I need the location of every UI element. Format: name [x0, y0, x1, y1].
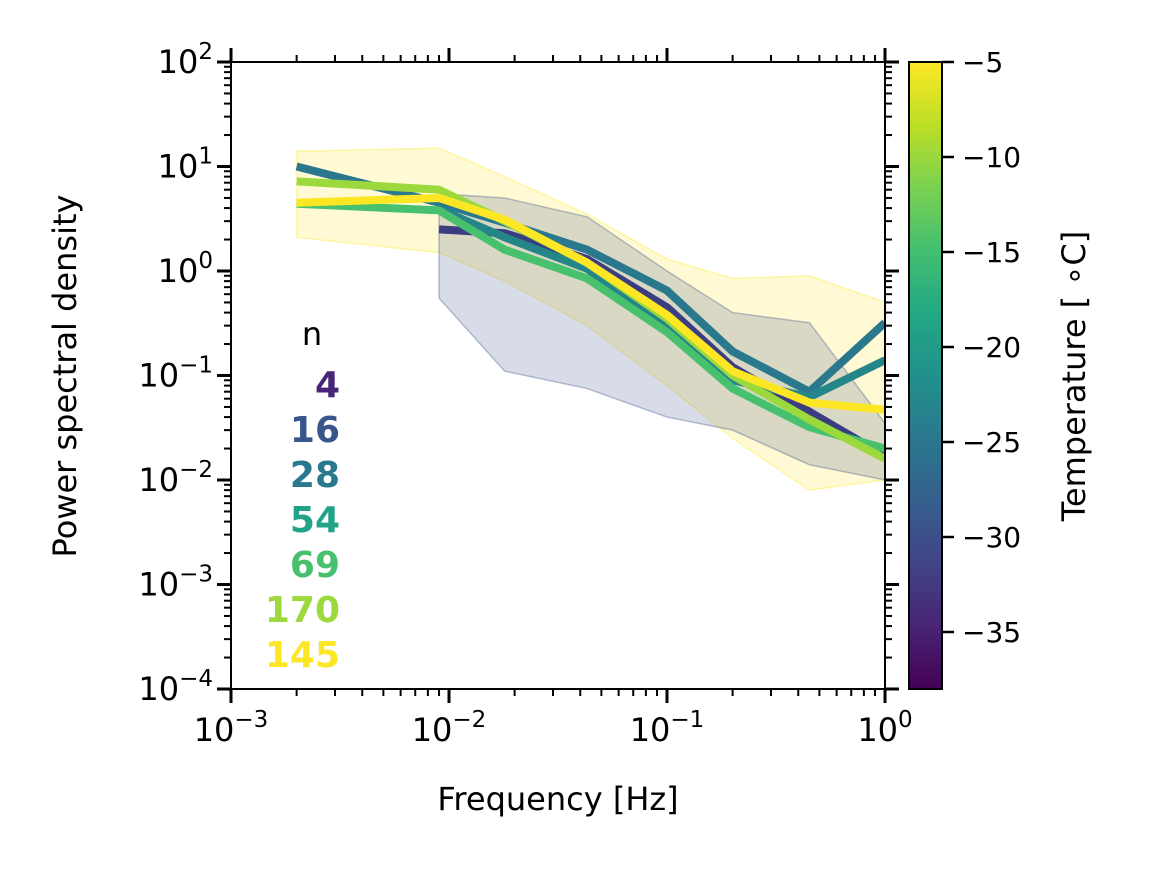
y-tick-label: 100 [158, 248, 213, 290]
series-line-5 [296, 193, 885, 414]
x-tick-label: 100 [857, 707, 912, 749]
colorbar-tick-label: −15 [962, 236, 1021, 269]
x-tick-label: 10−3 [194, 707, 269, 749]
y-tick-label: 101 [158, 144, 213, 186]
x-tick-label: 10−2 [412, 707, 487, 749]
series-line-2 [437, 205, 885, 402]
colorbar-gradient [908, 61, 943, 690]
legend-entry: 145 [265, 635, 340, 676]
legend-entry: 28 [290, 455, 340, 496]
colorbar-tick-label: −25 [962, 426, 1021, 459]
y-tick-label: 10−4 [138, 666, 213, 708]
y-axis-label: Power spectral density [46, 195, 84, 558]
colorbar-tick-label: −30 [962, 521, 1021, 554]
y-tick-label: 10−3 [138, 562, 213, 604]
colorbar-tick-label: −20 [962, 331, 1021, 364]
legend-entry: 54 [290, 500, 340, 541]
colorbar-tick-label: −10 [962, 141, 1021, 174]
legend-entry: 69 [290, 545, 340, 586]
legend-entry: 170 [265, 590, 340, 631]
legend-entry: 16 [290, 410, 340, 451]
x-axis-label: Frequency [Hz] [437, 780, 678, 818]
legend-title: n [302, 315, 322, 353]
series-lines [295, 162, 885, 463]
legend-entry: 4 [315, 365, 340, 406]
series-line-3 [296, 199, 885, 453]
y-tick-label: 10−2 [138, 457, 213, 499]
colorbar-label: Temperature [ ∘C] [1055, 231, 1093, 522]
colorbar: −5 −10 −15 −20 −25 −30 −35 [908, 46, 1021, 690]
colorbar-tick-label: −35 [962, 616, 1021, 649]
colorbar-tick-label: −5 [962, 46, 1003, 79]
series-line-1 [295, 162, 885, 396]
y-tick-label: 10−1 [138, 353, 213, 395]
x-tick-label: 10−1 [630, 707, 705, 749]
y-tick-label: 102 [158, 39, 213, 81]
